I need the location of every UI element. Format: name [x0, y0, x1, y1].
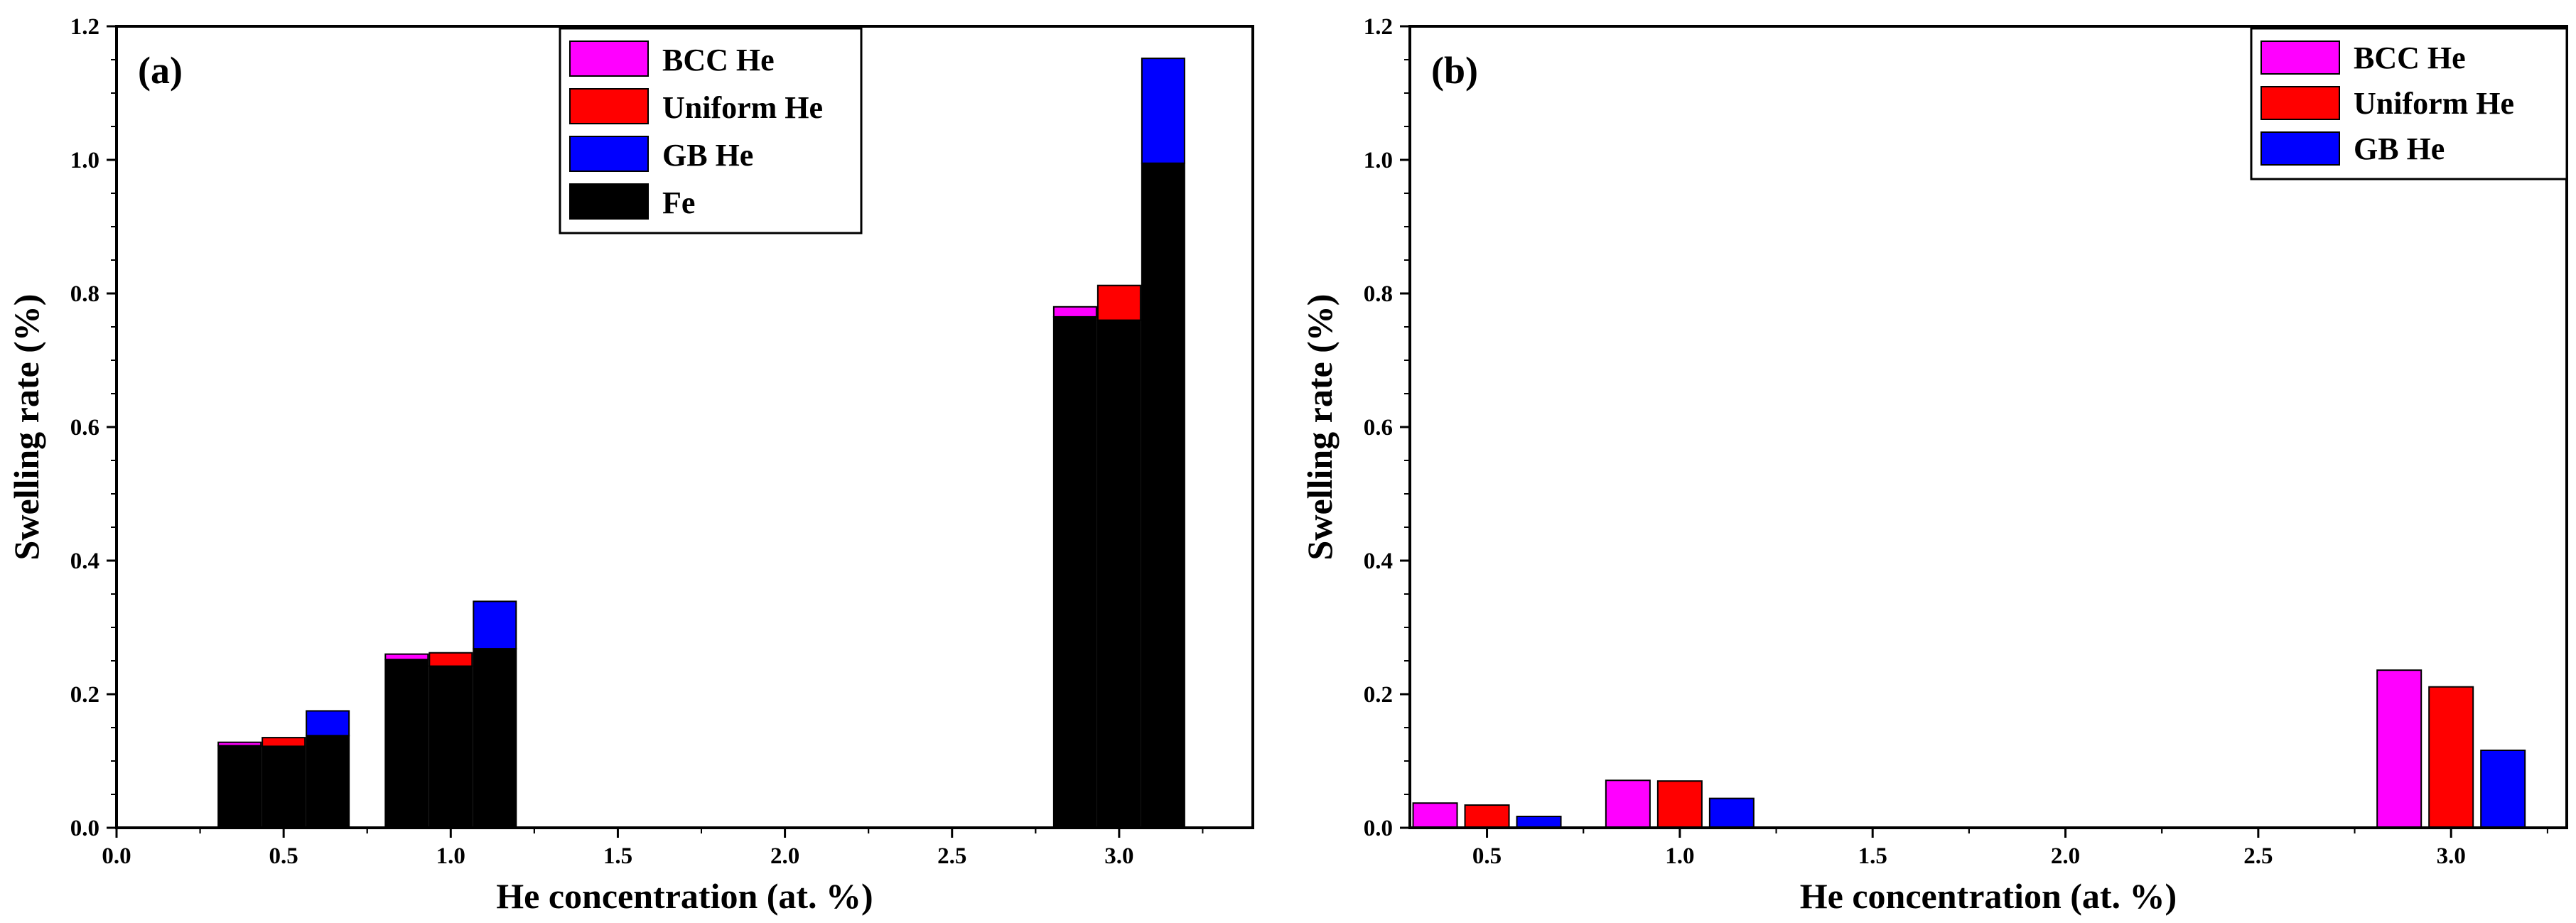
- y-tick-label: 0.8: [1364, 281, 1393, 307]
- legend-swatch-bcc-he: [2260, 41, 2340, 75]
- x-tick-label: 2.5: [2243, 843, 2273, 869]
- legend: BCC He Uniform He GB He Fe: [559, 27, 863, 234]
- bar-fe-3-uniform-he: [1096, 319, 1141, 829]
- panel-b-swelling-chart: 0.0 0.2 0.4 0.6 0.8 1.0 1.2 0.5 1.0 1.5 2.0 2.5 3.0 H…: [1300, 14, 2568, 916]
- bar-0.5-bcc-he: [1412, 802, 1458, 828]
- panel-a-swelling-chart: 0.0 0.2 0.4 0.6 0.8 1.0 1.2 0.0 0.5 1.0 1.5 2.0 2.5 3…: [6, 14, 1254, 916]
- legend-label-gb-he: GB He: [2354, 131, 2445, 166]
- legend-swatch-bcc-he: [569, 41, 649, 77]
- y-tick-label: 0.4: [70, 549, 99, 574]
- y-tick-label: 0.2: [70, 682, 99, 708]
- bar-he-0.5-bcc-he: [217, 741, 262, 747]
- legend-label-uniform-he: Uniform He: [2354, 86, 2514, 121]
- x-tick-label: 2.5: [937, 843, 966, 869]
- x-axis-title: He concentration (at. %): [1800, 876, 2177, 916]
- x-tick-label: 3.0: [2437, 843, 2466, 869]
- legend-swatch-uniform-he: [569, 88, 649, 124]
- panel-label: (a): [138, 49, 183, 92]
- legend-label-bcc-he: BCC He: [662, 43, 775, 77]
- y-tick-label: 1.2: [70, 14, 99, 40]
- bar-he-3-gb-he: [1141, 58, 1185, 164]
- bar-0.5-uniform-he: [1464, 804, 1510, 829]
- bar-0.5-gb-he: [1516, 816, 1562, 829]
- legend-label-uniform-he: Uniform He: [662, 90, 823, 125]
- x-tick-label: 1.0: [1665, 843, 1694, 869]
- legend-label-fe: Fe: [662, 185, 695, 220]
- panel-label: (b): [1431, 49, 1478, 92]
- bar-3-gb-he: [2480, 749, 2526, 828]
- bar-fe-3-bcc-he: [1052, 315, 1097, 828]
- y-tick-label: 1.2: [1364, 14, 1393, 40]
- x-tick-label: 0.0: [102, 843, 131, 869]
- y-tick-label: 0.6: [70, 415, 99, 441]
- legend-label-bcc-he: BCC He: [2354, 41, 2466, 75]
- legend-swatch-fe: [569, 183, 649, 220]
- bar-1-gb-he: [1708, 797, 1755, 829]
- bar-3-bcc-he: [2376, 669, 2423, 828]
- bar-3-uniform-he: [2428, 686, 2474, 828]
- y-tick-label: 0.4: [1364, 549, 1393, 574]
- bar-fe-0.5-uniform-he: [262, 745, 306, 828]
- y-tick-label: 0.0: [70, 816, 99, 841]
- legend-swatch-uniform-he: [2260, 86, 2340, 120]
- legend-label-gb-he: GB He: [662, 138, 753, 173]
- legend-swatch-gb-he: [2260, 131, 2340, 166]
- bar-he-0.5-gb-he: [306, 710, 350, 737]
- bar-1-bcc-he: [1605, 779, 1651, 829]
- bar-fe-0.5-bcc-he: [217, 745, 262, 829]
- bar-he-3-uniform-he: [1096, 284, 1141, 321]
- bar-he-0.5-uniform-he: [262, 737, 306, 747]
- x-tick-label: 0.5: [1472, 843, 1502, 869]
- legend: BCC He Uniform He GB He: [2250, 27, 2568, 180]
- x-tick-label: 1.0: [436, 843, 465, 869]
- bar-he-1-uniform-he: [429, 652, 473, 667]
- bar-fe-0.5-gb-he: [306, 735, 350, 829]
- x-tick-label: 2.0: [770, 843, 799, 869]
- y-tick-label: 1.0: [1364, 148, 1393, 173]
- bar-fe-3-gb-he: [1141, 162, 1185, 828]
- bar-fe-1-gb-he: [473, 648, 517, 829]
- y-axis-title: Swelling rate (%): [6, 294, 46, 561]
- y-tick-label: 0.0: [1364, 816, 1393, 841]
- bar-he-3-bcc-he: [1052, 306, 1097, 318]
- x-tick-label: 0.5: [269, 843, 298, 869]
- bar-fe-1-bcc-he: [384, 659, 429, 828]
- legend-swatch-gb-he: [569, 136, 649, 172]
- y-tick-label: 0.6: [1364, 415, 1393, 441]
- x-tick-label: 2.0: [2051, 843, 2080, 869]
- bar-1-uniform-he: [1656, 780, 1703, 828]
- y-axis-title: Swelling rate (%): [1300, 294, 1340, 561]
- y-tick-label: 1.0: [70, 148, 99, 173]
- y-tick-label: 0.2: [1364, 682, 1393, 708]
- x-tick-label: 1.5: [603, 843, 632, 869]
- y-tick-label: 0.8: [70, 281, 99, 307]
- x-tick-label: 3.0: [1104, 843, 1133, 869]
- bar-he-1-gb-he: [473, 600, 517, 650]
- x-tick-label: 1.5: [1858, 843, 1887, 869]
- x-axis-title: He concentration (at. %): [496, 876, 873, 916]
- bar-he-1-bcc-he: [384, 653, 429, 661]
- bar-fe-1-uniform-he: [429, 665, 473, 829]
